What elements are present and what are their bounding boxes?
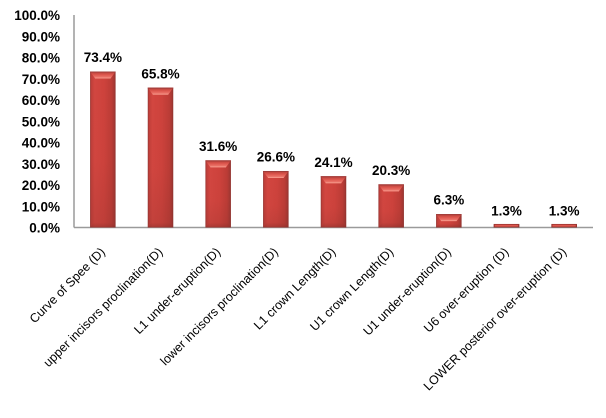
svg-text:30.0%: 30.0%: [22, 157, 60, 172]
svg-text:10.0%: 10.0%: [22, 199, 60, 214]
svg-text:60.0%: 60.0%: [22, 93, 60, 108]
svg-text:90.0%: 90.0%: [22, 29, 60, 44]
svg-text:50.0%: 50.0%: [22, 114, 60, 129]
svg-text:0.0%: 0.0%: [29, 221, 60, 236]
svg-text:6.3%: 6.3%: [433, 193, 464, 208]
svg-text:1.3%: 1.3%: [491, 203, 522, 218]
svg-text:24.1%: 24.1%: [314, 155, 352, 170]
svg-text:70.0%: 70.0%: [22, 72, 60, 87]
svg-text:73.4%: 73.4%: [84, 50, 122, 65]
svg-text:20.0%: 20.0%: [22, 178, 60, 193]
svg-text:40.0%: 40.0%: [22, 136, 60, 151]
svg-text:80.0%: 80.0%: [22, 51, 60, 66]
svg-text:26.6%: 26.6%: [257, 150, 295, 165]
svg-text:1.3%: 1.3%: [549, 203, 580, 218]
svg-text:31.6%: 31.6%: [199, 139, 237, 154]
svg-text:65.8%: 65.8%: [141, 66, 179, 81]
svg-text:20.3%: 20.3%: [372, 163, 410, 178]
svg-text:100.0%: 100.0%: [14, 8, 60, 23]
